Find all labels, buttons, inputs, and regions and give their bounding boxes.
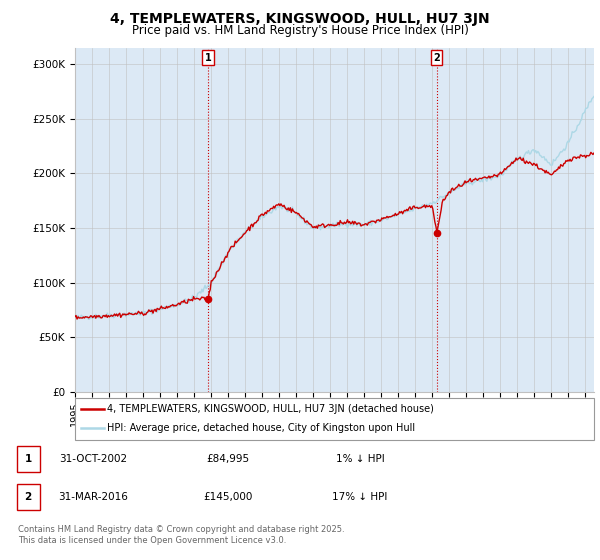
- FancyBboxPatch shape: [17, 484, 40, 510]
- Text: 31-MAR-2016: 31-MAR-2016: [58, 492, 128, 502]
- Text: Price paid vs. HM Land Registry's House Price Index (HPI): Price paid vs. HM Land Registry's House …: [131, 24, 469, 37]
- FancyBboxPatch shape: [17, 446, 40, 472]
- Text: 4, TEMPLEWATERS, KINGSWOOD, HULL, HU7 3JN: 4, TEMPLEWATERS, KINGSWOOD, HULL, HU7 3J…: [110, 12, 490, 26]
- Text: 1: 1: [25, 454, 32, 464]
- Text: £84,995: £84,995: [206, 454, 250, 464]
- Text: Contains HM Land Registry data © Crown copyright and database right 2025.
This d: Contains HM Land Registry data © Crown c…: [18, 525, 344, 545]
- Text: 2: 2: [433, 53, 440, 63]
- Text: 31-OCT-2002: 31-OCT-2002: [59, 454, 127, 464]
- Text: 2: 2: [25, 492, 32, 502]
- Text: 1: 1: [205, 53, 212, 63]
- Text: 17% ↓ HPI: 17% ↓ HPI: [332, 492, 388, 502]
- Text: £145,000: £145,000: [203, 492, 253, 502]
- FancyBboxPatch shape: [75, 398, 594, 440]
- Text: 1% ↓ HPI: 1% ↓ HPI: [335, 454, 385, 464]
- Text: HPI: Average price, detached house, City of Kingston upon Hull: HPI: Average price, detached house, City…: [107, 423, 415, 433]
- Text: 4, TEMPLEWATERS, KINGSWOOD, HULL, HU7 3JN (detached house): 4, TEMPLEWATERS, KINGSWOOD, HULL, HU7 3J…: [107, 404, 434, 414]
